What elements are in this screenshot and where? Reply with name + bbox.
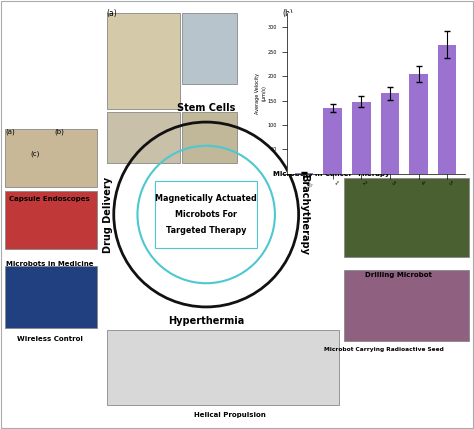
Text: Helical Propulsion: Helical Propulsion (194, 412, 266, 418)
Bar (409, 74, 428, 174)
Bar (352, 102, 371, 174)
Text: Microbots in Medicine: Microbots in Medicine (6, 261, 93, 267)
Text: Magnetically Actuated: Magnetically Actuated (155, 194, 257, 202)
Bar (107, 112, 180, 163)
Text: (a): (a) (107, 9, 118, 18)
Bar (323, 108, 342, 174)
Text: (b): (b) (282, 9, 293, 18)
Text: Hyperthermia: Hyperthermia (168, 316, 244, 326)
Bar (182, 13, 237, 84)
Text: Drug Delivery: Drug Delivery (103, 176, 113, 253)
Bar (381, 94, 399, 174)
Bar (5, 266, 97, 328)
Bar (155, 181, 257, 248)
Text: (c): (c) (31, 150, 40, 157)
Bar (5, 129, 97, 187)
Text: Drilling Microbot: Drilling Microbot (365, 272, 432, 278)
Text: (b): (b) (55, 129, 64, 135)
Text: (a): (a) (6, 129, 16, 135)
Bar (182, 112, 237, 163)
Text: Targeted Therapy: Targeted Therapy (166, 227, 246, 235)
Text: Wireless Control: Wireless Control (17, 336, 82, 342)
Bar (344, 270, 469, 341)
Text: Stem Cells: Stem Cells (177, 103, 236, 113)
Y-axis label: Average Velocity
(µm/s): Average Velocity (µm/s) (255, 73, 266, 114)
Text: Microbots In Cancer  Therapy: Microbots In Cancer Therapy (273, 171, 390, 177)
Bar (344, 178, 469, 257)
Text: Capsule Endoscopes: Capsule Endoscopes (9, 196, 90, 202)
Text: Microbots For: Microbots For (175, 210, 237, 219)
Bar (107, 13, 180, 109)
Text: Brachytherapy: Brachytherapy (299, 174, 310, 255)
Bar (5, 191, 97, 249)
Bar (438, 45, 456, 174)
Bar (107, 330, 339, 405)
Bar (295, 173, 313, 174)
Text: Microbot Carrying Radioactive Seed: Microbot Carrying Radioactive Seed (324, 347, 444, 352)
